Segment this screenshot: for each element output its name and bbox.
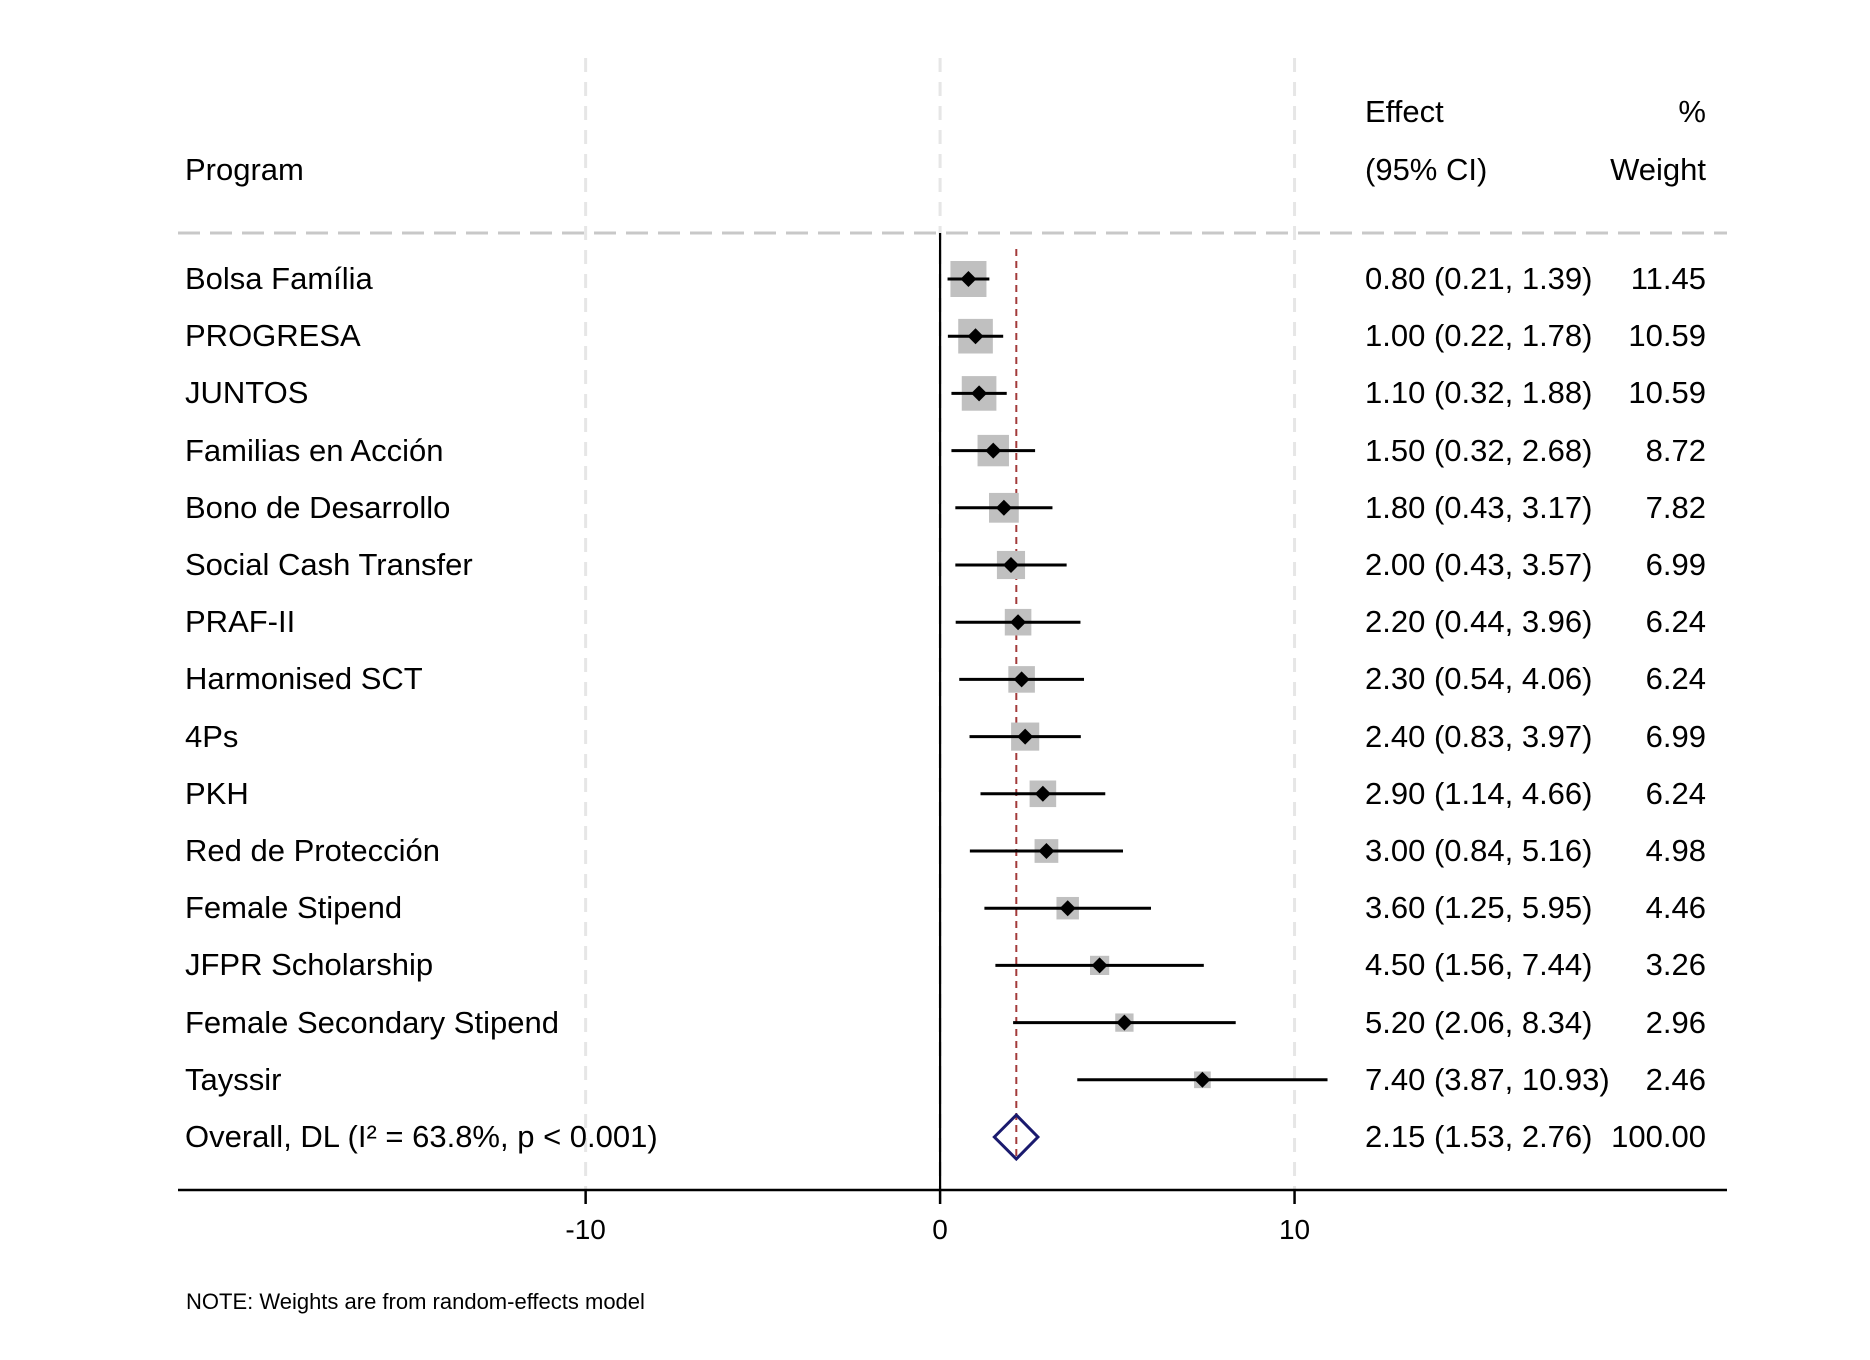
effect-ci-text: 2.20 (0.44, 3.96) (1365, 604, 1593, 640)
study-label: JFPR Scholarship (185, 947, 434, 983)
effect-point (995, 499, 1012, 516)
header-ci: (95% CI) (1365, 152, 1488, 187)
effect-point (971, 385, 988, 402)
study-label: PRAF-II (185, 604, 296, 640)
weight-text: 10.59 (1628, 318, 1706, 354)
effect-point (1194, 1071, 1211, 1088)
study-label: Red de Protección (185, 833, 441, 868)
overall-diamond (992, 1112, 1041, 1162)
study-label: Female Secondary Stipend (185, 1004, 559, 1040)
effect-point (1091, 957, 1108, 974)
effect-ci-text: 4.50 (1.56, 7.44) (1365, 947, 1593, 983)
study-label: Social Cash Transfer (185, 547, 473, 582)
effect-ci-text: 1.50 (0.32, 2.68) (1365, 432, 1593, 468)
study-label: Female Stipend (185, 890, 403, 926)
effect-ci-text: 2.00 (0.43, 3.57) (1365, 547, 1593, 582)
effect-point (1038, 843, 1055, 859)
effect-ci-text: 1.00 (0.22, 1.78) (1365, 318, 1593, 354)
effect-ci-text: 2.90 (1.14, 4.66) (1365, 775, 1593, 811)
study-label: JUNTOS (185, 375, 309, 411)
weight-text: 2.46 (1645, 1061, 1706, 1097)
effect-ci-text: 0.80 (0.21, 1.39) (1365, 261, 1593, 296)
weight-text: 4.46 (1645, 890, 1706, 926)
effect-point (1002, 557, 1019, 573)
weight-text: 2.96 (1645, 1004, 1706, 1040)
header-program: Program (185, 152, 304, 187)
effect-ci-text: 7.40 (3.87, 10.93) (1365, 1061, 1610, 1097)
effect-point (967, 328, 984, 345)
study-label: PKH (185, 775, 249, 811)
weight-text: 3.26 (1645, 947, 1706, 983)
effect-point (960, 271, 977, 287)
effect-point (1013, 671, 1030, 688)
overall-ci-text: 2.15 (1.53, 2.76) (1365, 1119, 1593, 1154)
weight-text: 8.72 (1645, 432, 1706, 468)
weight-text: 6.24 (1645, 604, 1706, 640)
effect-point (1034, 785, 1051, 802)
effect-point (1017, 728, 1034, 745)
header-percent: % (1678, 94, 1706, 129)
study-label: Tayssir (185, 1061, 282, 1097)
effect-point (985, 442, 1002, 459)
study-label: Harmonised SCT (185, 661, 423, 697)
weight-text: 10.59 (1628, 375, 1706, 411)
weight-text: 7.82 (1645, 489, 1706, 525)
x-tick-label: -10 (565, 1214, 606, 1245)
overall-weight-text: 100.00 (1611, 1119, 1706, 1154)
footnote: NOTE: Weights are from random-effects mo… (186, 1289, 645, 1314)
overall-label: Overall, DL (I² = 63.8%, p < 0.001) (185, 1119, 658, 1154)
weight-text: 6.99 (1645, 547, 1706, 582)
x-tick-label: 0 (932, 1214, 948, 1245)
effect-ci-text: 3.60 (1.25, 5.95) (1365, 890, 1593, 926)
effect-ci-text: 1.10 (0.32, 1.88) (1365, 375, 1593, 411)
effect-ci-text: 2.30 (0.54, 4.06) (1365, 661, 1593, 697)
weight-text: 6.99 (1645, 718, 1706, 754)
study-label: 4Ps (185, 718, 239, 754)
effect-ci-text: 2.40 (0.83, 3.97) (1365, 718, 1593, 754)
study-label: Bolsa Família (185, 261, 373, 296)
weight-text: 6.24 (1645, 775, 1706, 811)
effect-ci-text: 5.20 (2.06, 8.34) (1365, 1004, 1593, 1040)
effect-point (1010, 614, 1027, 631)
study-label: Bono de Desarrollo (185, 489, 451, 525)
header-effect: Effect (1365, 94, 1444, 129)
study-label: Familias en Acción (185, 432, 444, 468)
weight-text: 11.45 (1630, 261, 1706, 296)
effect-point (1116, 1014, 1133, 1031)
effect-ci-text: 1.80 (0.43, 3.17) (1365, 489, 1593, 525)
x-tick-label: 10 (1278, 1214, 1311, 1245)
study-label: PROGRESA (185, 318, 361, 354)
weight-text: 6.24 (1645, 661, 1706, 697)
effect-point (1059, 900, 1076, 917)
weight-text: 4.98 (1645, 833, 1706, 868)
header-weight: Weight (1610, 152, 1706, 187)
effect-ci-text: 3.00 (0.84, 5.16) (1365, 833, 1593, 868)
